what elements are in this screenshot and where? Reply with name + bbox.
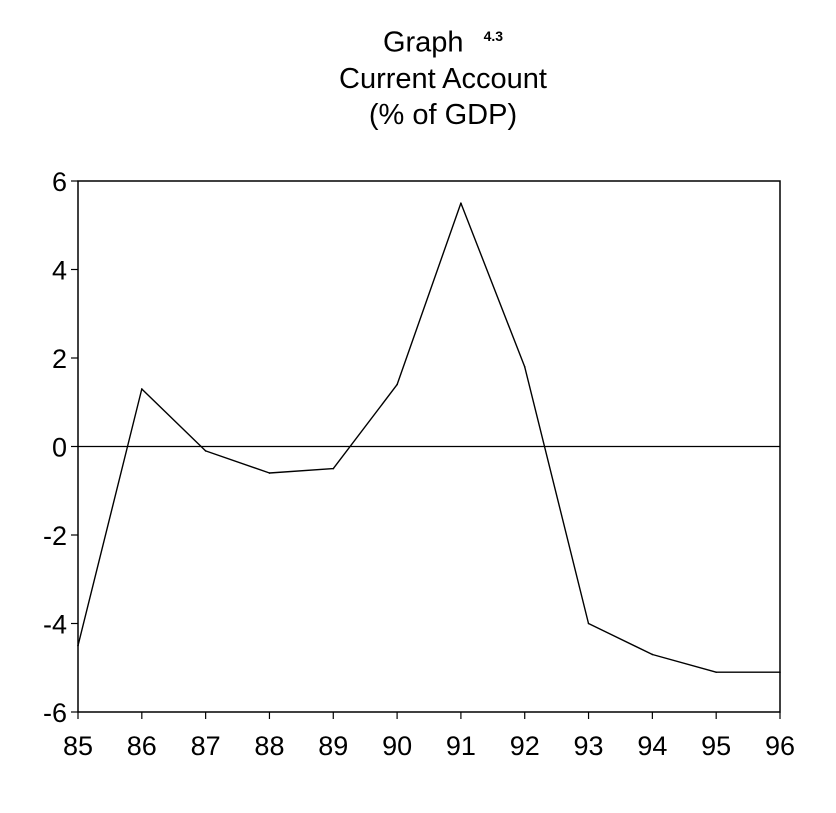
data-point xyxy=(779,671,781,673)
data-point xyxy=(268,472,271,474)
x-tick-label: 86 xyxy=(127,731,157,761)
y-tick-label: 0 xyxy=(52,433,67,463)
x-tick-label: 93 xyxy=(574,731,604,761)
data-point xyxy=(396,383,398,386)
chart-subtitle: Current Account xyxy=(339,62,547,95)
data-point xyxy=(332,467,335,470)
chart-title-block: Graph 4.3 Current Account (% of GDP) xyxy=(0,18,836,133)
data-point xyxy=(523,366,526,368)
x-tick-label: 92 xyxy=(510,731,540,761)
data-point xyxy=(141,388,143,390)
data-point xyxy=(715,671,717,673)
y-tick-label: 2 xyxy=(52,344,67,374)
x-tick-label: 85 xyxy=(63,731,93,761)
data-point xyxy=(204,450,207,452)
x-tick-label: 88 xyxy=(254,731,284,761)
data-point xyxy=(460,202,462,204)
chart-title-row: Graph 4.3 xyxy=(50,18,836,61)
x-tick-label: 89 xyxy=(318,731,348,761)
x-tick-label: 87 xyxy=(191,731,221,761)
y-tick-label: -4 xyxy=(43,610,67,640)
series-line xyxy=(77,202,780,673)
y-tick-label: -6 xyxy=(43,698,67,728)
x-tick-label: 95 xyxy=(701,731,731,761)
y-tick-label: 4 xyxy=(52,256,67,286)
x-tick-label: 91 xyxy=(446,731,476,761)
data-point xyxy=(77,644,79,647)
data-point xyxy=(587,622,590,625)
chart-title: Graph xyxy=(382,26,464,59)
graph-number: 4.3 xyxy=(483,28,504,44)
x-tick-label: 96 xyxy=(765,731,795,761)
x-tick-label: 90 xyxy=(382,731,412,761)
y-tick-label: -2 xyxy=(43,521,67,551)
data-point xyxy=(651,653,654,656)
x-tick-label: 94 xyxy=(637,731,667,761)
chart-unit-subtitle: (% of GDP) xyxy=(368,98,518,131)
y-tick-label: 6 xyxy=(52,167,67,197)
